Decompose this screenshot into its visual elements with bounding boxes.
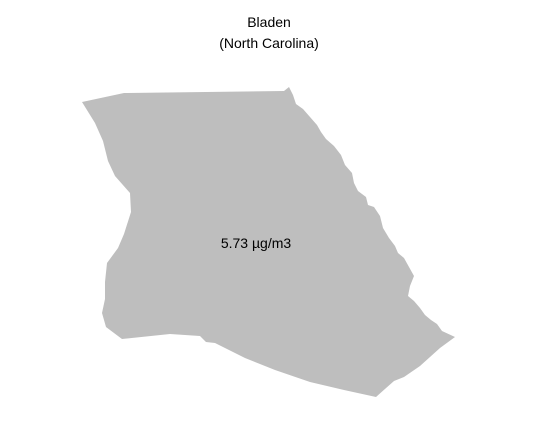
map-title-block: Bladen (North Carolina) xyxy=(0,12,538,54)
county-shape xyxy=(82,87,455,397)
state-subtitle: (North Carolina) xyxy=(219,35,319,51)
pm25-value-label: 5.73 µg/m3 xyxy=(220,235,292,251)
county-name-title: Bladen xyxy=(247,14,291,30)
